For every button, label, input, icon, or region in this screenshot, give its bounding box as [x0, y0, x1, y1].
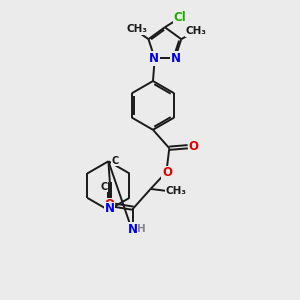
Text: C: C [111, 156, 118, 166]
Text: O: O [162, 167, 172, 179]
Text: N: N [149, 52, 159, 65]
Text: H: H [137, 224, 146, 234]
Text: O: O [188, 140, 198, 153]
Text: CH₃: CH₃ [185, 26, 206, 36]
Text: N: N [105, 202, 115, 215]
Text: O: O [105, 198, 115, 211]
Text: C: C [101, 182, 108, 192]
Text: CH₃: CH₃ [127, 24, 148, 34]
Text: CH₃: CH₃ [165, 186, 186, 196]
Text: N: N [128, 223, 138, 236]
Text: N: N [171, 52, 181, 65]
Text: Cl: Cl [173, 11, 186, 24]
